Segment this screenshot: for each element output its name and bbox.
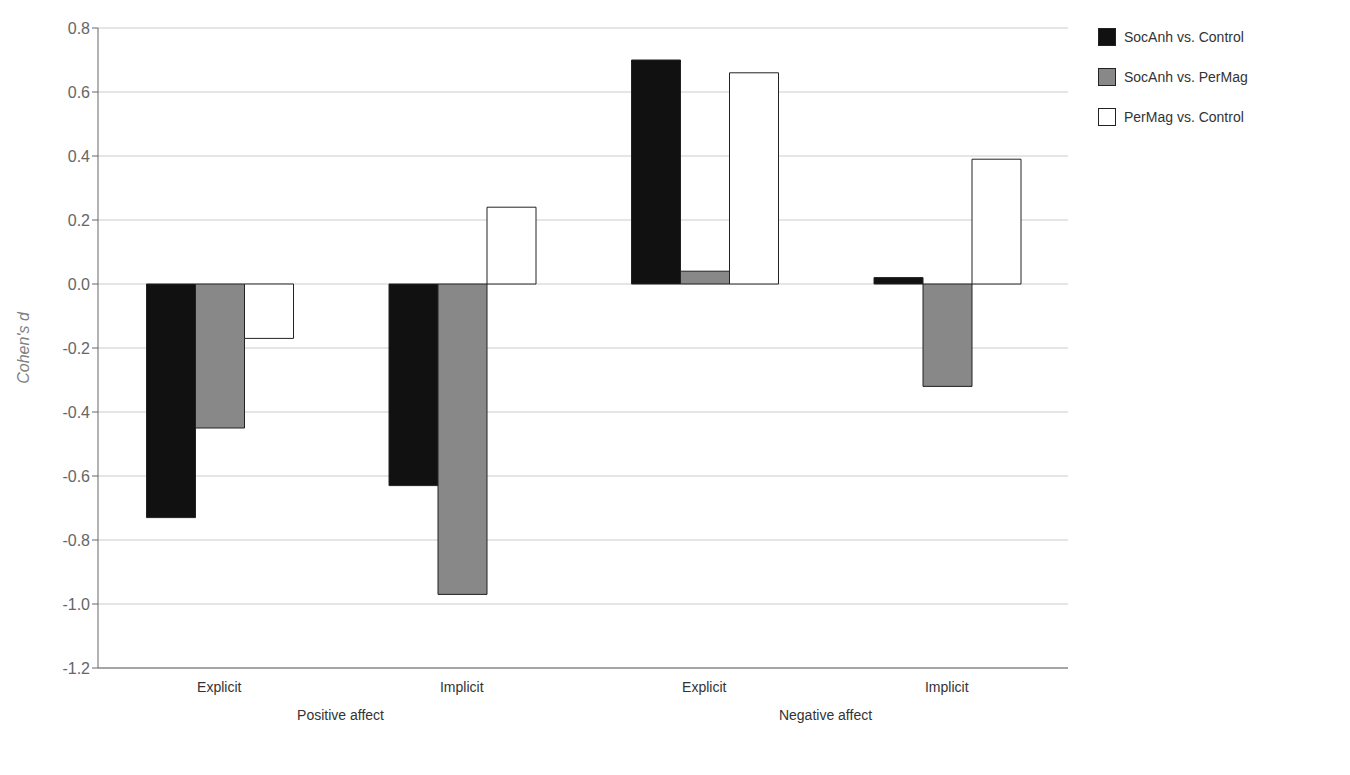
svg-text:-0.2: -0.2 [62, 340, 90, 357]
svg-text:-1.2: -1.2 [62, 660, 90, 677]
svg-text:0.6: 0.6 [68, 84, 90, 101]
svg-text:0.4: 0.4 [68, 148, 90, 165]
svg-text:-0.4: -0.4 [62, 404, 90, 421]
svg-text:Implicit: Implicit [440, 679, 484, 695]
svg-text:0.2: 0.2 [68, 212, 90, 229]
svg-text:-0.6: -0.6 [62, 468, 90, 485]
svg-text:0.8: 0.8 [68, 20, 90, 37]
svg-text:Implicit: Implicit [925, 679, 969, 695]
svg-text:Positive affect: Positive affect [297, 707, 384, 723]
html-text:SocAnh vs. Control: SocAnh vs. Control [1124, 29, 1244, 45]
html-text:PerMag vs. Control: PerMag vs. Control [1124, 109, 1244, 125]
svg-text:-1.0: -1.0 [62, 596, 90, 613]
svg-text:-0.8: -0.8 [62, 532, 90, 549]
svg-text:Explicit: Explicit [682, 679, 726, 695]
svg-text:0.0: 0.0 [68, 276, 90, 293]
svg-text:Explicit: Explicit [197, 679, 241, 695]
svg-text:Cohen's d: Cohen's d [15, 311, 32, 384]
svg-text:Negative affect: Negative affect [779, 707, 872, 723]
html-text:SocAnh vs. PerMag: SocAnh vs. PerMag [1124, 69, 1248, 85]
